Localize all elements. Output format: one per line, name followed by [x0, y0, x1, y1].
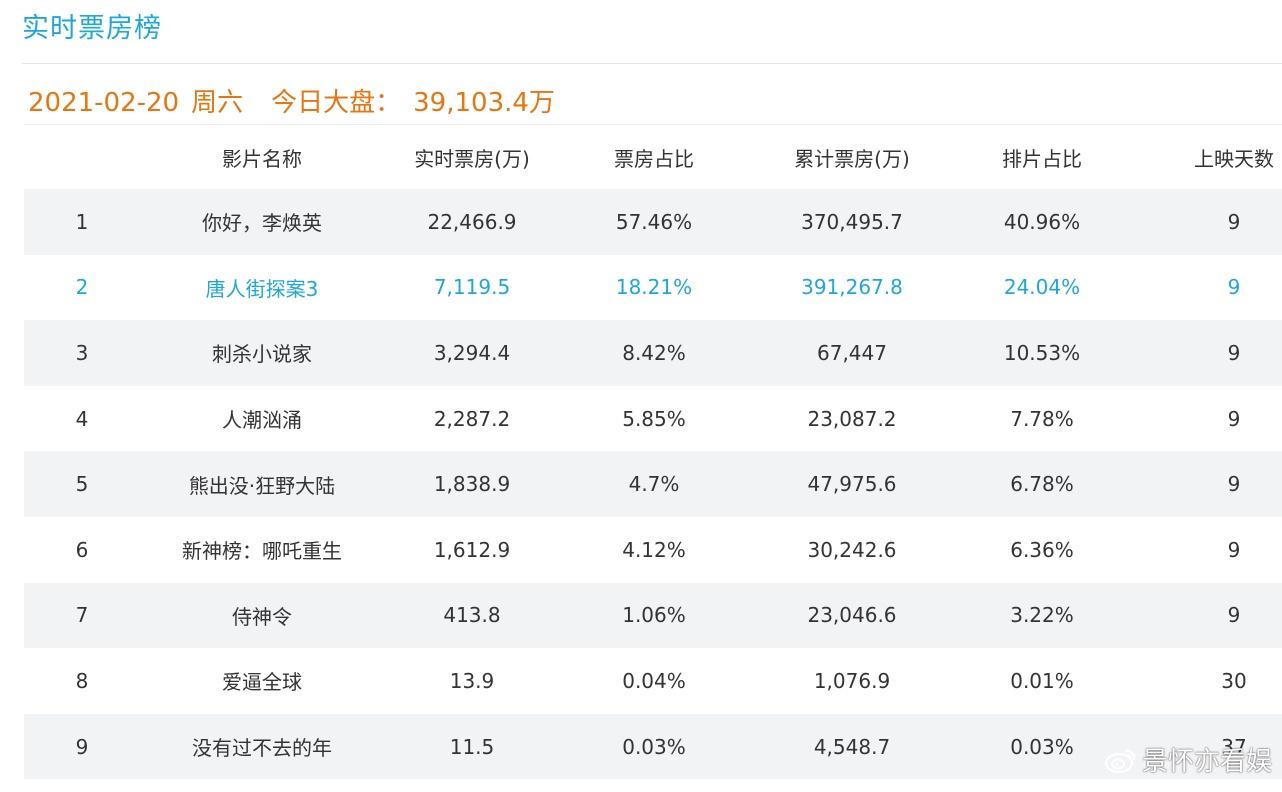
cell-cumulative-box-office: 4,548.7 — [813, 734, 891, 759]
watermark: 景怀亦看娱 — [1104, 741, 1272, 778]
box-office-table: 影片名称 实时票房(万) 票房占比 累计票房(万) 排片占比 上映天数 1 你好，… — [24, 124, 1282, 780]
table-row[interactable]: 1 你好，李焕英 22,466.9 57.46% 370,495.7 40.96% 9 — [24, 189, 1282, 255]
table-row[interactable]: 2 唐人街探案3 7,119.5 18.21% 391,267.8 24.04% 9 — [24, 254, 1282, 321]
cell-rank: 7 — [75, 603, 89, 628]
cell-box-office-share: 4.12% — [622, 537, 686, 562]
cell-rank: 9 — [75, 734, 89, 759]
cell-days-in-release: 9 — [1227, 209, 1241, 234]
cell-schedule-share: 3.22% — [1010, 603, 1074, 628]
cell-cumulative-box-office: 23,046.6 — [807, 603, 897, 628]
cell-cumulative-box-office: 47,975.6 — [807, 472, 897, 497]
table-row[interactable]: 8 爱逼全球 13.9 0.04% 1,076.9 0.01% 30 — [24, 648, 1282, 714]
cell-schedule-share: 0.01% — [1010, 668, 1074, 693]
cell-days-in-release: 30 — [1221, 668, 1247, 693]
table-row[interactable]: 9 没有过不去的年 11.5 0.03% 4,548.7 0.03% 37 — [24, 713, 1282, 780]
cell-realtime-box-office: 3,294.4 — [433, 340, 511, 365]
cell-box-office-share: 4.7% — [628, 472, 680, 497]
cell-realtime-box-office: 1,838.9 — [433, 472, 511, 497]
cell-cumulative-box-office: 391,267.8 — [801, 275, 903, 300]
header-realtime: 实时票房(万) — [414, 146, 530, 171]
header-share: 票房占比 — [614, 146, 694, 171]
table-row[interactable]: 3 刺杀小说家 3,294.4 8.42% 67,447 10.53% 9 — [24, 320, 1282, 386]
cell-days-in-release: 37 — [1221, 734, 1247, 759]
cell-movie-name: 没有过不去的年 — [192, 736, 332, 761]
cell-realtime-box-office: 1,612.9 — [433, 537, 511, 562]
cell-box-office-share: 5.85% — [622, 406, 686, 431]
cell-rank: 5 — [75, 472, 89, 497]
cell-movie-name: 侍神令 — [232, 604, 292, 629]
watermark-text: 景怀亦看娱 — [1141, 747, 1272, 777]
cell-realtime-box-office: 22,466.9 — [427, 209, 517, 234]
cell-box-office-share: 8.42% — [622, 340, 686, 365]
summary-date: 2021-02-20 — [28, 88, 180, 118]
table-header: 影片名称 实时票房(万) 票房占比 累计票房(万) 排片占比 上映天数 — [24, 124, 1282, 189]
cell-movie-name: 刺杀小说家 — [212, 342, 312, 367]
header-rank — [52, 125, 112, 189]
cell-rank: 6 — [75, 537, 89, 562]
cell-rank: 3 — [75, 340, 89, 365]
table-body: 1 你好，李焕英 22,466.9 57.46% 370,495.7 40.96% 9 2 唐人… — [24, 189, 1282, 780]
table-row[interactable]: 7 侍神令 413.8 1.06% 23,046.6 3.22% 9 — [24, 582, 1282, 649]
cell-days-in-release: 9 — [1227, 603, 1241, 628]
cell-movie-name: 你好，李焕英 — [202, 211, 322, 236]
cell-schedule-share: 6.78% — [1010, 472, 1074, 497]
cell-movie-name: 人潮汹涌 — [222, 408, 302, 433]
cell-schedule-share: 24.04% — [1003, 275, 1081, 300]
cell-schedule-share: 6.36% — [1010, 537, 1074, 562]
cell-days-in-release: 9 — [1227, 406, 1241, 431]
table-row[interactable]: 5 熊出没·狂野大陆 1,838.9 4.7% 47,975.6 6.78% 9 — [24, 451, 1282, 517]
cell-box-office-share: 18.21% — [615, 275, 693, 300]
cell-movie-name: 爱逼全球 — [222, 670, 302, 695]
cell-box-office-share: 1.06% — [622, 603, 686, 628]
cell-days-in-release: 9 — [1227, 340, 1241, 365]
title-divider — [22, 63, 1282, 64]
header-days: 上映天数 — [1194, 146, 1274, 171]
summary-weekday: 周六 — [191, 88, 244, 118]
cell-realtime-box-office: 7,119.5 — [433, 275, 511, 300]
cell-rank: 1 — [75, 209, 89, 234]
cell-realtime-box-office: 11.5 — [449, 734, 495, 759]
cell-movie-name: 熊出没·狂野大陆 — [188, 473, 336, 498]
cell-realtime-box-office: 2,287.2 — [433, 406, 511, 431]
page-title: 实时票房榜 — [22, 13, 162, 44]
cell-days-in-release: 9 — [1227, 472, 1241, 497]
cell-cumulative-box-office: 67,447 — [817, 340, 887, 365]
cell-cumulative-box-office: 370,495.7 — [801, 209, 903, 234]
cell-cumulative-box-office: 1,076.9 — [813, 668, 891, 693]
cell-rank: 4 — [75, 406, 89, 431]
cell-cumulative-box-office: 23,087.2 — [807, 406, 897, 431]
table-row[interactable]: 4 人潮汹涌 2,287.2 5.85% 23,087.2 7.78% 9 — [24, 385, 1282, 452]
cell-days-in-release: 9 — [1227, 537, 1241, 562]
cell-rank: 8 — [75, 668, 89, 693]
cell-schedule-share: 40.96% — [1003, 209, 1081, 234]
header-schedule: 排片占比 — [1002, 146, 1082, 171]
cell-box-office-share: 0.04% — [622, 668, 686, 693]
cell-schedule-share: 0.03% — [1010, 734, 1074, 759]
cell-realtime-box-office: 13.9 — [449, 668, 495, 693]
summary-total: 39,103.4万 — [413, 88, 555, 118]
cell-box-office-share: 0.03% — [622, 734, 686, 759]
cell-rank: 2 — [75, 275, 89, 300]
weibo-icon — [1104, 749, 1136, 773]
table-row[interactable]: 6 新神榜：哪吒重生 1,612.9 4.12% 30,242.6 6.36% 9 — [24, 516, 1282, 583]
cell-realtime-box-office: 413.8 — [443, 603, 501, 628]
cell-movie-name: 唐人街探案3 — [205, 276, 319, 301]
summary-label: 今日大盘： — [271, 88, 402, 118]
cell-box-office-share: 57.46% — [615, 209, 693, 234]
daily-summary: 2021-02-20 周六 今日大盘： 39,103.4万 — [28, 82, 555, 119]
header-name: 影片名称 — [222, 146, 302, 171]
cell-days-in-release: 9 — [1227, 275, 1241, 300]
cell-schedule-share: 10.53% — [1003, 340, 1081, 365]
header-cumulative: 累计票房(万) — [794, 146, 910, 171]
cell-movie-name: 新神榜：哪吒重生 — [182, 539, 342, 564]
cell-schedule-share: 7.78% — [1010, 406, 1074, 431]
cell-cumulative-box-office: 30,242.6 — [807, 537, 897, 562]
